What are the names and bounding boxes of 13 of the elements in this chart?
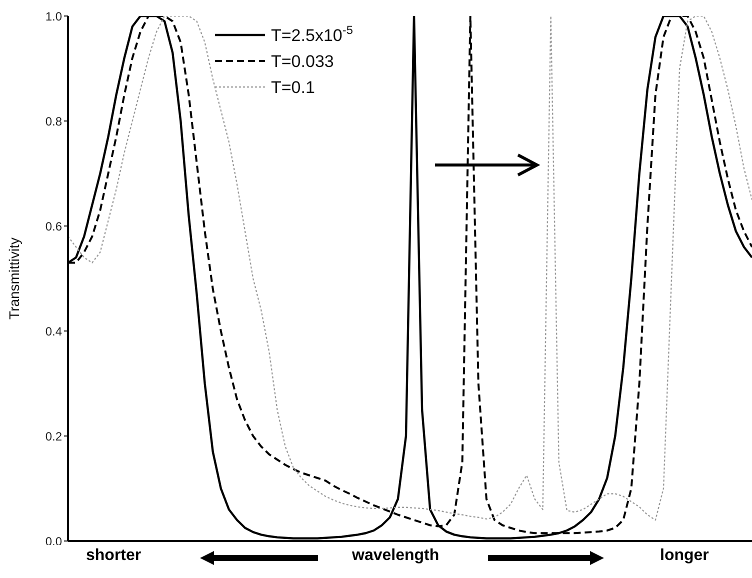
legend-label: T=0.1: [271, 78, 315, 97]
y-tick-label: 0.2: [45, 429, 62, 444]
y-tick-label: 1.0: [45, 9, 62, 24]
text: shorter: [86, 547, 142, 565]
x-axis-title: wavelength: [352, 547, 440, 565]
legend-label: T=0.033: [271, 52, 334, 71]
y-tick-label: 0.0: [45, 534, 62, 548]
y-axis-title: Transmittivity: [6, 238, 22, 320]
text: longer: [660, 547, 709, 565]
legend-label: T=2.5x10$^{-5}$: [271, 23, 354, 45]
y-tick-label: 0.8: [45, 114, 62, 128]
y-tick-label: 0.6: [45, 219, 62, 234]
y-tick-label: 0.4: [45, 324, 62, 338]
